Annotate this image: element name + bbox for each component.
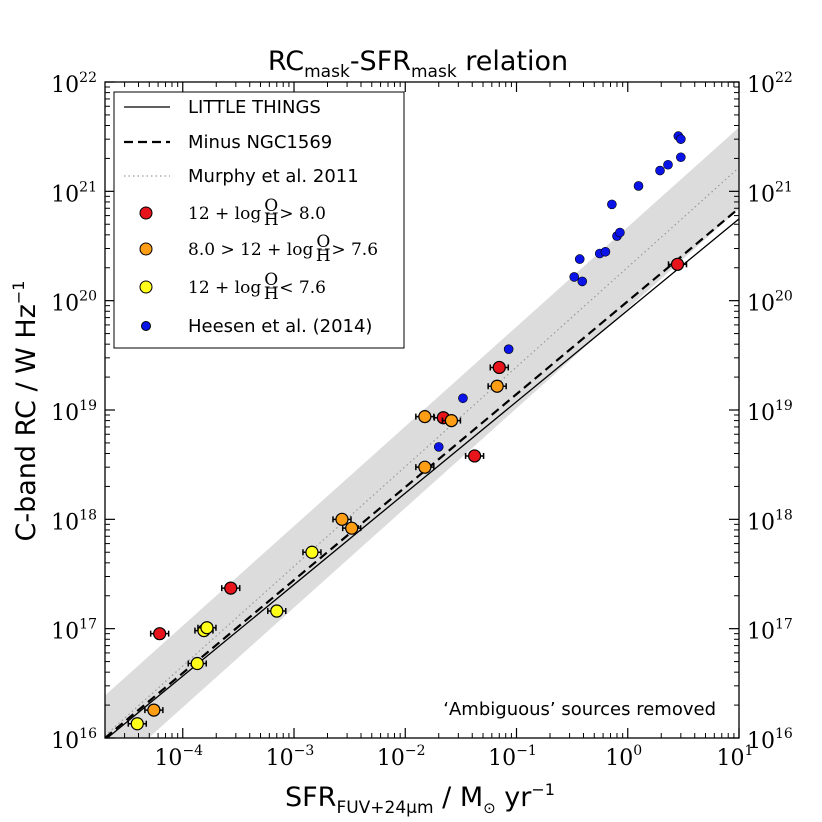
high-metallicity-point xyxy=(670,257,685,271)
y-tick-label: 1018 xyxy=(51,507,97,535)
heesen-2014-point xyxy=(633,181,644,191)
y-axis-label: C-band RC / W Hz−1 xyxy=(9,281,42,542)
y-tick-label: 1022 xyxy=(51,70,97,98)
legend-fraction-denominator: H xyxy=(264,210,279,230)
mid-metallicity-point xyxy=(418,410,432,424)
high-metallicity-point xyxy=(224,581,238,595)
x-tick-label: 10−4 xyxy=(154,743,203,771)
y-tick-label: 1016 xyxy=(51,726,97,754)
heesen-2014-point xyxy=(577,276,588,287)
heesen-2014-point xyxy=(569,272,579,282)
x-tick-label: 10−1 xyxy=(488,743,537,771)
y-tick-label: 1020 xyxy=(51,289,97,317)
y-tick-label: 1018 xyxy=(747,507,793,535)
y-tick-label: 1020 xyxy=(747,289,793,317)
x-tick-label: 10−3 xyxy=(266,743,315,771)
minus-ngc1569-fit-line xyxy=(105,207,739,738)
mid-metallicity-point xyxy=(335,512,349,526)
y-tick-label: 1016 xyxy=(747,726,793,754)
heesen-2014-point xyxy=(655,165,665,176)
y-tick-label: 1022 xyxy=(747,70,793,98)
x-tick-label: 10−2 xyxy=(377,743,426,771)
heesen-2014-point xyxy=(458,393,468,404)
legend: LITTLE THINGS Minus NGC1569 Murphy et al. … xyxy=(113,91,405,349)
legend-fraction-denominator: H xyxy=(316,246,331,266)
low-metallicity-point xyxy=(200,621,214,635)
x-tick-label: 101 xyxy=(717,743,754,771)
legend-label: Minus NGC1569 xyxy=(188,132,332,153)
legend-label: Murphy et al. 2011 xyxy=(188,166,359,187)
legend-label: 12 + log xyxy=(188,278,261,298)
low-metallicity-point xyxy=(270,604,284,618)
mid-metallicity-point xyxy=(147,703,161,717)
heesen-2014-point xyxy=(600,246,611,257)
high-metallicity-point xyxy=(467,449,482,463)
legend-label: LITTLE THINGS xyxy=(188,97,321,118)
axis-ticks xyxy=(104,81,740,739)
x-tick-label: 100 xyxy=(605,743,642,771)
x-axis-label: SFRFUV+24μm / M⊙ yr−1 xyxy=(285,780,555,818)
heesen-2014-point xyxy=(433,442,444,452)
low-metallicity-point xyxy=(190,656,204,671)
heesen-2014-point xyxy=(615,227,625,238)
legend-yellow-marker xyxy=(139,280,153,294)
heesen-2014-point xyxy=(607,199,617,210)
legend-label: 8.0 > 12 + log xyxy=(188,240,313,260)
y-tick-label: 1021 xyxy=(51,179,97,207)
plot-area xyxy=(105,127,739,738)
legend-box xyxy=(113,91,405,349)
legend-fraction-numerator: O xyxy=(264,270,278,290)
low-metallicity-point xyxy=(305,545,319,559)
high-metallicity-point xyxy=(492,360,506,375)
y-tick-label: 1019 xyxy=(51,398,97,426)
heesen-2014-point xyxy=(574,254,585,264)
legend-red-marker xyxy=(139,206,153,220)
legend-fraction-numerator: O xyxy=(264,196,278,216)
high-metallicity-point xyxy=(153,627,167,641)
heesen-2014-point xyxy=(676,152,686,163)
chart-title: RCmask-SFRmask relation xyxy=(268,46,568,82)
mid-metallicity-point xyxy=(444,413,459,428)
heesen-2014-point xyxy=(676,134,686,144)
legend-fraction-denominator: H xyxy=(264,284,279,304)
heesen-2014-point xyxy=(503,344,514,354)
heesen-2014-point xyxy=(663,159,673,170)
legend-blue-marker xyxy=(141,321,151,331)
ambiguous-note: ‘Ambiguous’ sources removed xyxy=(443,699,716,720)
mid-metallicity-point xyxy=(418,460,432,474)
legend-orange-marker xyxy=(139,242,153,256)
low-metallicity-point xyxy=(130,717,144,731)
legend-label: Heesen et al. (2014) xyxy=(188,316,372,337)
legend-label: 12 + log xyxy=(188,204,261,224)
y-tick-label: 1021 xyxy=(747,179,793,207)
legend-label-tail: > 7.6 xyxy=(331,240,378,260)
mid-metallicity-point xyxy=(345,521,359,535)
y-tick-label: 1017 xyxy=(51,617,97,645)
legend-label-tail: > 8.0 xyxy=(279,204,326,224)
legend-fraction-numerator: O xyxy=(316,232,330,252)
y-tick-label: 1019 xyxy=(747,398,793,426)
little-things-fit-line xyxy=(106,218,739,738)
mid-metallicity-point xyxy=(490,379,504,393)
y-tick-label: 1017 xyxy=(747,617,793,645)
legend-label-tail: < 7.6 xyxy=(279,278,326,298)
